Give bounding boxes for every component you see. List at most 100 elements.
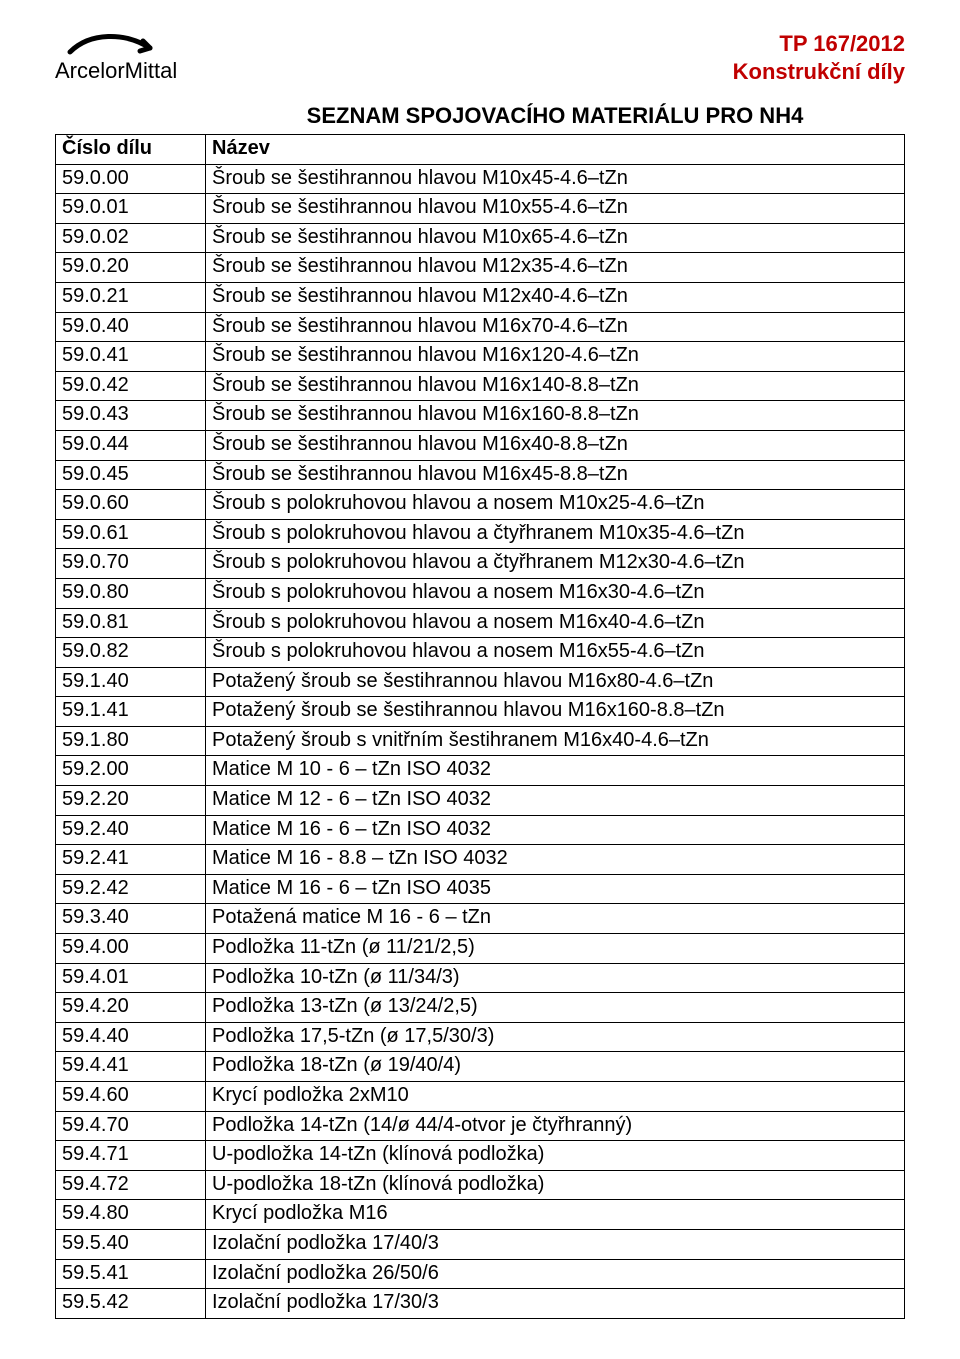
table-row: 59.0.00Šroub se šestihrannou hlavou M10x… — [56, 164, 905, 194]
table-row: 59.4.80Krycí podložka M16 — [56, 1200, 905, 1230]
cell-part-number: 59.4.71 — [56, 1141, 206, 1171]
cell-name: Potažený šroub se šestihrannou hlavou M1… — [206, 697, 905, 727]
table-row: 59.5.40Izolační podložka 17/40/3 — [56, 1229, 905, 1259]
cell-part-number: 59.0.21 — [56, 282, 206, 312]
table-row: 59.1.80Potažený šroub s vnitřním šestihr… — [56, 726, 905, 756]
cell-name: Šroub se šestihrannou hlavou M10x45-4.6–… — [206, 164, 905, 194]
cell-part-number: 59.3.40 — [56, 904, 206, 934]
cell-part-number: 59.4.40 — [56, 1022, 206, 1052]
cell-part-number: 59.0.70 — [56, 549, 206, 579]
document-id-block: TP 167/2012 Konstrukční díly — [733, 30, 905, 85]
cell-part-number: 59.2.41 — [56, 845, 206, 875]
header-row: ArcelorMittal TP 167/2012 Konstrukční dí… — [55, 30, 905, 85]
cell-name: Šroub s polokruhovou hlavou a nosem M10x… — [206, 490, 905, 520]
cell-name: Šroub s polokruhovou hlavou a nosem M16x… — [206, 578, 905, 608]
cell-name: Potažená matice M 16 - 6 – tZn — [206, 904, 905, 934]
cell-part-number: 59.2.20 — [56, 786, 206, 816]
cell-part-number: 59.5.40 — [56, 1229, 206, 1259]
cell-name: Potažený šroub se šestihrannou hlavou M1… — [206, 667, 905, 697]
table-row: 59.0.01Šroub se šestihrannou hlavou M10x… — [56, 194, 905, 224]
table-row: 59.0.21Šroub se šestihrannou hlavou M12x… — [56, 282, 905, 312]
cell-part-number: 59.4.80 — [56, 1200, 206, 1230]
parts-table: Číslo dílu Název 59.0.00Šroub se šestihr… — [55, 134, 905, 1319]
document-title: SEZNAM SPOJOVACÍHO MATERIÁLU PRO NH4 — [55, 103, 905, 129]
table-row: 59.0.20Šroub se šestihrannou hlavou M12x… — [56, 253, 905, 283]
cell-name: Matice M 16 - 8.8 – tZn ISO 4032 — [206, 845, 905, 875]
cell-name: Potažený šroub s vnitřním šestihranem M1… — [206, 726, 905, 756]
col-header-name: Název — [206, 135, 905, 165]
table-row: 59.0.81Šroub s polokruhovou hlavou a nos… — [56, 608, 905, 638]
table-row: 59.4.71U-podložka 14-tZn (klínová podlož… — [56, 1141, 905, 1171]
cell-name: Podložka 14-tZn (14/ø 44/4-otvor je čtyř… — [206, 1111, 905, 1141]
cell-name: Podložka 17,5-tZn (ø 17,5/30/3) — [206, 1022, 905, 1052]
cell-name: Podložka 11-tZn (ø 11/21/2,5) — [206, 934, 905, 964]
table-row: 59.4.01Podložka 10-tZn (ø 11/34/3) — [56, 963, 905, 993]
document-page: ArcelorMittal TP 167/2012 Konstrukční dí… — [0, 0, 960, 1359]
cell-name: Matice M 16 - 6 – tZn ISO 4035 — [206, 874, 905, 904]
cell-part-number: 59.0.00 — [56, 164, 206, 194]
cell-part-number: 59.1.40 — [56, 667, 206, 697]
cell-part-number: 59.0.81 — [56, 608, 206, 638]
cell-part-number: 59.2.42 — [56, 874, 206, 904]
cell-name: Šroub s polokruhovou hlavou a nosem M16x… — [206, 608, 905, 638]
cell-part-number: 59.0.44 — [56, 430, 206, 460]
table-row: 59.4.72U-podložka 18-tZn (klínová podlož… — [56, 1170, 905, 1200]
table-row: 59.5.42Izolační podložka 17/30/3 — [56, 1289, 905, 1319]
cell-part-number: 59.4.41 — [56, 1052, 206, 1082]
cell-part-number: 59.4.72 — [56, 1170, 206, 1200]
col-header-part-number: Číslo dílu — [56, 135, 206, 165]
table-row: 59.0.45Šroub se šestihrannou hlavou M16x… — [56, 460, 905, 490]
cell-name: Šroub se šestihrannou hlavou M16x40-8.8–… — [206, 430, 905, 460]
cell-name: Krycí podložka M16 — [206, 1200, 905, 1230]
cell-part-number: 59.0.02 — [56, 223, 206, 253]
cell-name: Šroub se šestihrannou hlavou M16x160-8.8… — [206, 401, 905, 431]
table-row: 59.4.40Podložka 17,5-tZn (ø 17,5/30/3) — [56, 1022, 905, 1052]
cell-part-number: 59.4.70 — [56, 1111, 206, 1141]
cell-part-number: 59.0.40 — [56, 312, 206, 342]
table-row: 59.0.43Šroub se šestihrannou hlavou M16x… — [56, 401, 905, 431]
table-row: 59.1.41Potažený šroub se šestihrannou hl… — [56, 697, 905, 727]
cell-part-number: 59.0.20 — [56, 253, 206, 283]
table-row: 59.0.60Šroub s polokruhovou hlavou a nos… — [56, 490, 905, 520]
table-row: 59.4.41Podložka 18-tZn (ø 19/40/4) — [56, 1052, 905, 1082]
cell-part-number: 59.0.01 — [56, 194, 206, 224]
cell-part-number: 59.0.82 — [56, 638, 206, 668]
table-body: 59.0.00Šroub se šestihrannou hlavou M10x… — [56, 164, 905, 1318]
cell-part-number: 59.5.42 — [56, 1289, 206, 1319]
cell-name: Podložka 10-tZn (ø 11/34/3) — [206, 963, 905, 993]
table-row: 59.1.40Potažený šroub se šestihrannou hl… — [56, 667, 905, 697]
cell-name: Podložka 18-tZn (ø 19/40/4) — [206, 1052, 905, 1082]
logo-text: ArcelorMittal — [55, 58, 177, 83]
cell-name: U-podložka 18-tZn (klínová podložka) — [206, 1170, 905, 1200]
cell-name: Matice M 16 - 6 – tZn ISO 4032 — [206, 815, 905, 845]
cell-name: Šroub se šestihrannou hlavou M16x45-8.8–… — [206, 460, 905, 490]
table-row: 59.0.41Šroub se šestihrannou hlavou M16x… — [56, 342, 905, 372]
cell-name: Matice M 10 - 6 – tZn ISO 4032 — [206, 756, 905, 786]
table-row: 59.0.40Šroub se šestihrannou hlavou M16x… — [56, 312, 905, 342]
cell-name: Izolační podložka 26/50/6 — [206, 1259, 905, 1289]
doc-id-line2: Konstrukční díly — [733, 58, 905, 86]
table-header-row: Číslo dílu Název — [56, 135, 905, 165]
cell-part-number: 59.0.42 — [56, 371, 206, 401]
table-row: 59.2.40Matice M 16 - 6 – tZn ISO 4032 — [56, 815, 905, 845]
arcelormittal-logo-icon: ArcelorMittal — [55, 30, 235, 85]
cell-part-number: 59.4.00 — [56, 934, 206, 964]
cell-part-number: 59.5.41 — [56, 1259, 206, 1289]
table-row: 59.0.70Šroub s polokruhovou hlavou a čty… — [56, 549, 905, 579]
cell-name: Matice M 12 - 6 – tZn ISO 4032 — [206, 786, 905, 816]
cell-name: Šroub se šestihrannou hlavou M16x120-4.6… — [206, 342, 905, 372]
table-row: 59.4.60Krycí podložka 2xM10 — [56, 1082, 905, 1112]
cell-part-number: 59.0.41 — [56, 342, 206, 372]
table-row: 59.4.70Podložka 14-tZn (14/ø 44/4-otvor … — [56, 1111, 905, 1141]
table-row: 59.0.80Šroub s polokruhovou hlavou a nos… — [56, 578, 905, 608]
cell-part-number: 59.0.60 — [56, 490, 206, 520]
cell-name: U-podložka 14-tZn (klínová podložka) — [206, 1141, 905, 1171]
table-row: 59.0.42Šroub se šestihrannou hlavou M16x… — [56, 371, 905, 401]
cell-name: Šroub se šestihrannou hlavou M16x70-4.6–… — [206, 312, 905, 342]
table-row: 59.2.41Matice M 16 - 8.8 – tZn ISO 4032 — [56, 845, 905, 875]
cell-name: Šroub s polokruhovou hlavou a čtyřhranem… — [206, 519, 905, 549]
cell-name: Šroub se šestihrannou hlavou M12x40-4.6–… — [206, 282, 905, 312]
table-row: 59.2.20Matice M 12 - 6 – tZn ISO 4032 — [56, 786, 905, 816]
cell-name: Krycí podložka 2xM10 — [206, 1082, 905, 1112]
cell-part-number: 59.1.80 — [56, 726, 206, 756]
